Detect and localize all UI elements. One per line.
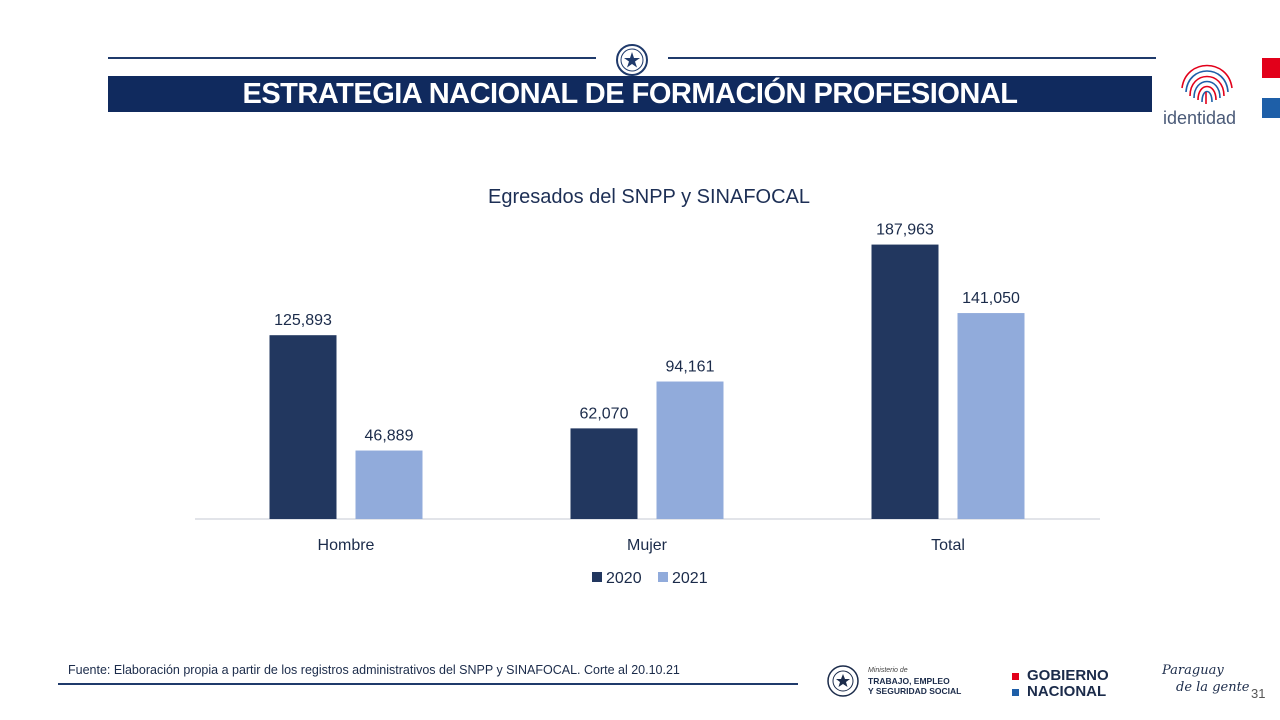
legend-swatch-2020 — [592, 572, 602, 582]
x-tick-label-mujer: Mujer — [627, 537, 668, 554]
data-label-2020-total: 187,963 — [876, 222, 934, 239]
bar-2021-hombre — [355, 450, 423, 519]
ministry-name-line2: Y SEGURIDAD SOCIAL — [868, 686, 962, 696]
legend-label-2020: 2020 — [606, 570, 642, 587]
slogan-logo: Paraguay de la gente — [1162, 662, 1250, 696]
page-number: 31 — [1251, 686, 1266, 701]
data-label-2020-mujer: 62,070 — [580, 405, 629, 422]
accent-square-blue — [1262, 98, 1280, 118]
slogan-line1: Paraguay — [1162, 663, 1224, 678]
bar-2020-hombre — [269, 335, 337, 519]
header-rule-right — [668, 57, 1156, 59]
data-label-2020-hombre: 125,893 — [274, 312, 332, 329]
header-rule-left — [108, 57, 596, 59]
x-tick-label-total: Total — [931, 537, 965, 554]
bar-2020-mujer — [570, 428, 638, 519]
ministry-name-line1: TRABAJO, EMPLEO — [868, 676, 950, 686]
gobierno-line1: GOBIERNO — [1027, 667, 1109, 684]
national-seal-icon — [616, 44, 648, 76]
gobierno-blue-mark — [1012, 688, 1019, 696]
x-tick-label-hombre: Hombre — [318, 537, 375, 554]
accent-square-red — [1262, 58, 1280, 78]
bar-2021-mujer — [656, 381, 724, 519]
data-label-2021-mujer: 94,161 — [666, 359, 715, 376]
ministry-small-label: Ministerio de — [868, 667, 908, 674]
fingerprint-logo-icon — [1181, 64, 1233, 104]
page-title-bar: ESTRATEGIA NACIONAL DE FORMACIÓN PROFESI… — [108, 76, 1152, 112]
footer-source-note: Fuente: Elaboración propia a partir de l… — [68, 663, 680, 677]
identidad-label: identidad — [1163, 108, 1237, 128]
footer-rule — [58, 683, 798, 685]
bar-2021-total — [957, 313, 1025, 519]
gobierno-nacional-logo: GOBIERNO NACIONAL — [1012, 668, 1109, 700]
data-label-2021-hombre: 46,889 — [365, 428, 414, 445]
data-label-2021-total: 141,050 — [962, 290, 1020, 307]
ministry-logo: Ministerio de TRABAJO, EMPLEO Y SEGURIDA… — [826, 664, 961, 698]
ministry-emblem-icon — [827, 665, 859, 697]
legend-swatch-2021 — [658, 572, 668, 582]
chart-title: Egresados del SNPP y SINAFOCAL — [488, 186, 810, 208]
legend-label-2021: 2021 — [672, 570, 708, 587]
slogan-line2: de la gente — [1176, 680, 1250, 695]
gobierno-line2: NACIONAL — [1027, 683, 1107, 700]
bar-2020-total — [871, 244, 939, 519]
page-title: ESTRATEGIA NACIONAL DE FORMACIÓN PROFESI… — [242, 77, 1018, 110]
gobierno-red-mark — [1012, 672, 1019, 680]
